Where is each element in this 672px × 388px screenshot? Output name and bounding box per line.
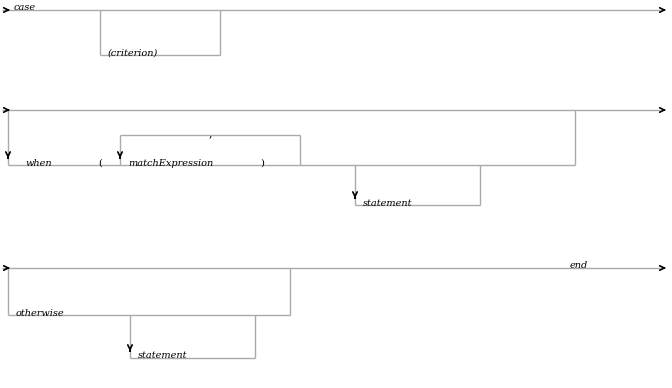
Text: ,: ,	[208, 128, 212, 138]
Text: (criterion): (criterion)	[108, 48, 158, 57]
Text: otherwise: otherwise	[16, 308, 65, 317]
Text: case: case	[14, 3, 36, 12]
Text: when: when	[25, 159, 52, 168]
Text: statement: statement	[363, 199, 413, 208]
Text: end: end	[570, 262, 588, 270]
Text: statement: statement	[138, 352, 187, 360]
Text: (: (	[98, 159, 102, 168]
Text: matchExpression: matchExpression	[128, 159, 213, 168]
Text: ): )	[260, 159, 264, 168]
